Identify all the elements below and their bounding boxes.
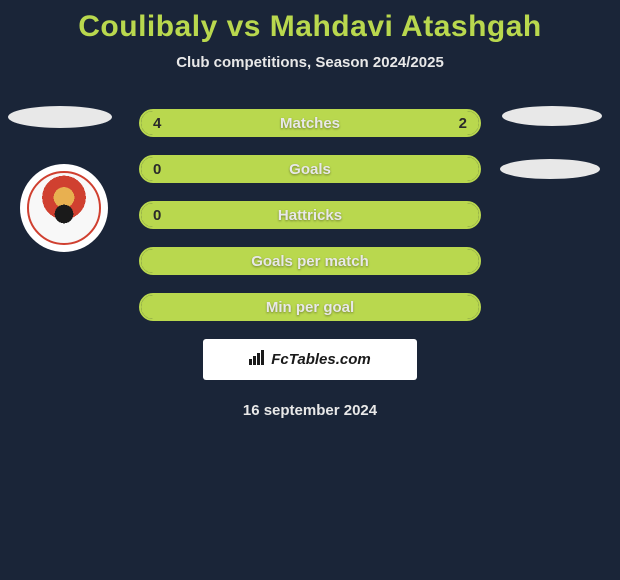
stat-bar: Goals per match (139, 247, 481, 275)
stat-bar-label: Goals per match (141, 253, 479, 270)
stat-bar-label: Min per goal (141, 299, 479, 316)
club-left-logo (20, 164, 108, 252)
stat-bar: Goals0 (139, 155, 481, 183)
stat-bar: Matches4 2 (139, 109, 481, 137)
subtitle: Club competitions, Season 2024/2025 (0, 54, 620, 71)
stat-bar-label: Matches (141, 115, 479, 132)
page-title: Coulibaly vs Mahdavi Atashgah (0, 0, 620, 44)
date-label: 16 september 2024 (0, 402, 620, 419)
attribution-badge: FcTables.com (203, 339, 417, 380)
foolad-fc-logo-icon (20, 164, 108, 252)
player-left-avatar (8, 106, 112, 128)
player-right-avatar (502, 106, 602, 126)
attribution-text: FcTables.com (271, 351, 370, 368)
comparison-panel: Matches42Goals0Hattricks0Goals per match… (0, 109, 620, 419)
stat-value-right: 2 (459, 115, 467, 132)
avatar-placeholder-icon (8, 106, 112, 128)
stat-bars: Matches42Goals0Hattricks0Goals per match… (139, 109, 481, 321)
club-placeholder-icon (500, 159, 600, 179)
bars-icon (249, 349, 267, 369)
stat-value-left: 0 (153, 161, 161, 178)
stat-value-left: 0 (153, 207, 161, 224)
stat-bar-label: Goals (141, 161, 479, 178)
club-right-logo (500, 159, 600, 179)
avatar-placeholder-icon (502, 106, 602, 126)
stat-bar-label: Hattricks (141, 207, 479, 224)
stat-value-left: 4 (153, 115, 161, 132)
stat-bar: Min per goal (139, 293, 481, 321)
stat-bar: Hattricks0 (139, 201, 481, 229)
